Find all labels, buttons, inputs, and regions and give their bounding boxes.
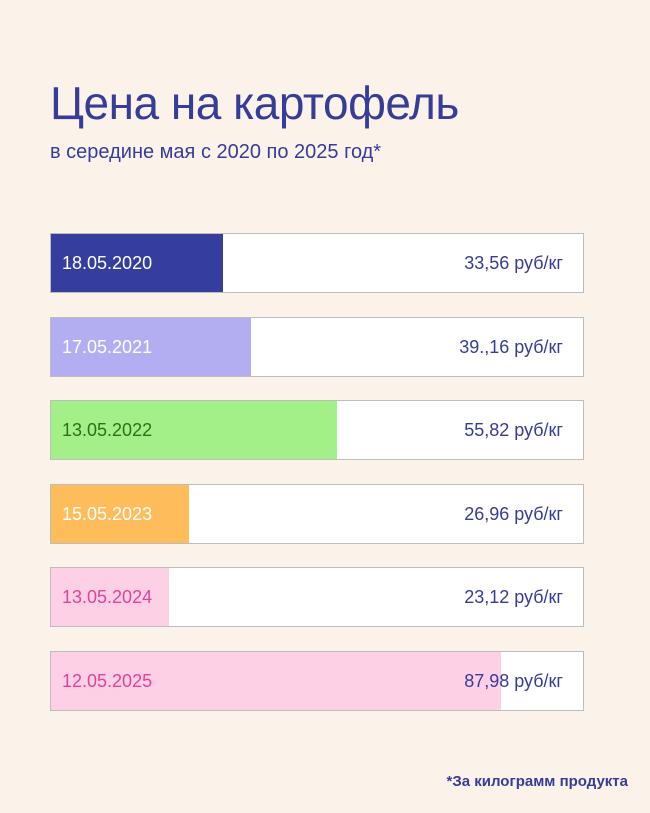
footnote: *За килограмм продукта — [446, 773, 628, 790]
bar-row: 17.05.2021 39.,16 руб/кг — [50, 316, 584, 377]
bar — [51, 401, 337, 459]
bar-date-label: 15.05.2023 — [62, 503, 153, 524]
bar-date-label: 18.05.2020 — [62, 253, 153, 273]
bar-chart: 18.05.2020 33,56 руб/кг 17.05.2021 39.,16 р… — [50, 233, 584, 734]
bar-row: 13.05.2022 55,82 руб/кг — [50, 400, 584, 460]
bar-value-label: 26,96 руб/кг — [464, 503, 563, 524]
bar — [51, 317, 251, 376]
bar-row: 13.05.2024 23,12 руб/кг — [50, 567, 584, 627]
bar — [51, 568, 169, 626]
bar-value-label: 23,12 руб/кг — [464, 587, 563, 607]
bar-value-label: 39.,16 руб/кг — [459, 336, 563, 357]
bar — [51, 651, 501, 710]
chart-title: Цена на картофель — [50, 77, 459, 129]
bar-row: 12.05.2025 87,98 руб/кг — [50, 650, 584, 711]
bar-value-label: 33,56 руб/кг — [464, 253, 563, 273]
bar-date-label: 17.05.2021 — [62, 336, 153, 357]
bar-value-label: 87,98 руб/кг — [464, 670, 563, 691]
bar — [51, 484, 189, 543]
chart-subtitle: в середине мая с 2020 по 2025 год* — [50, 141, 382, 163]
bar-date-label: 13.05.2024 — [62, 587, 153, 607]
bar-date-label: 13.05.2022 — [62, 420, 153, 440]
bar-date-label: 12.05.2025 — [62, 670, 153, 691]
bar — [51, 234, 223, 292]
bar-value-label: 55,82 руб/кг — [464, 420, 563, 440]
bar-row: 18.05.2020 33,56 руб/кг — [50, 233, 584, 293]
bar-row: 15.05.2023 26,96 руб/кг — [50, 483, 584, 544]
